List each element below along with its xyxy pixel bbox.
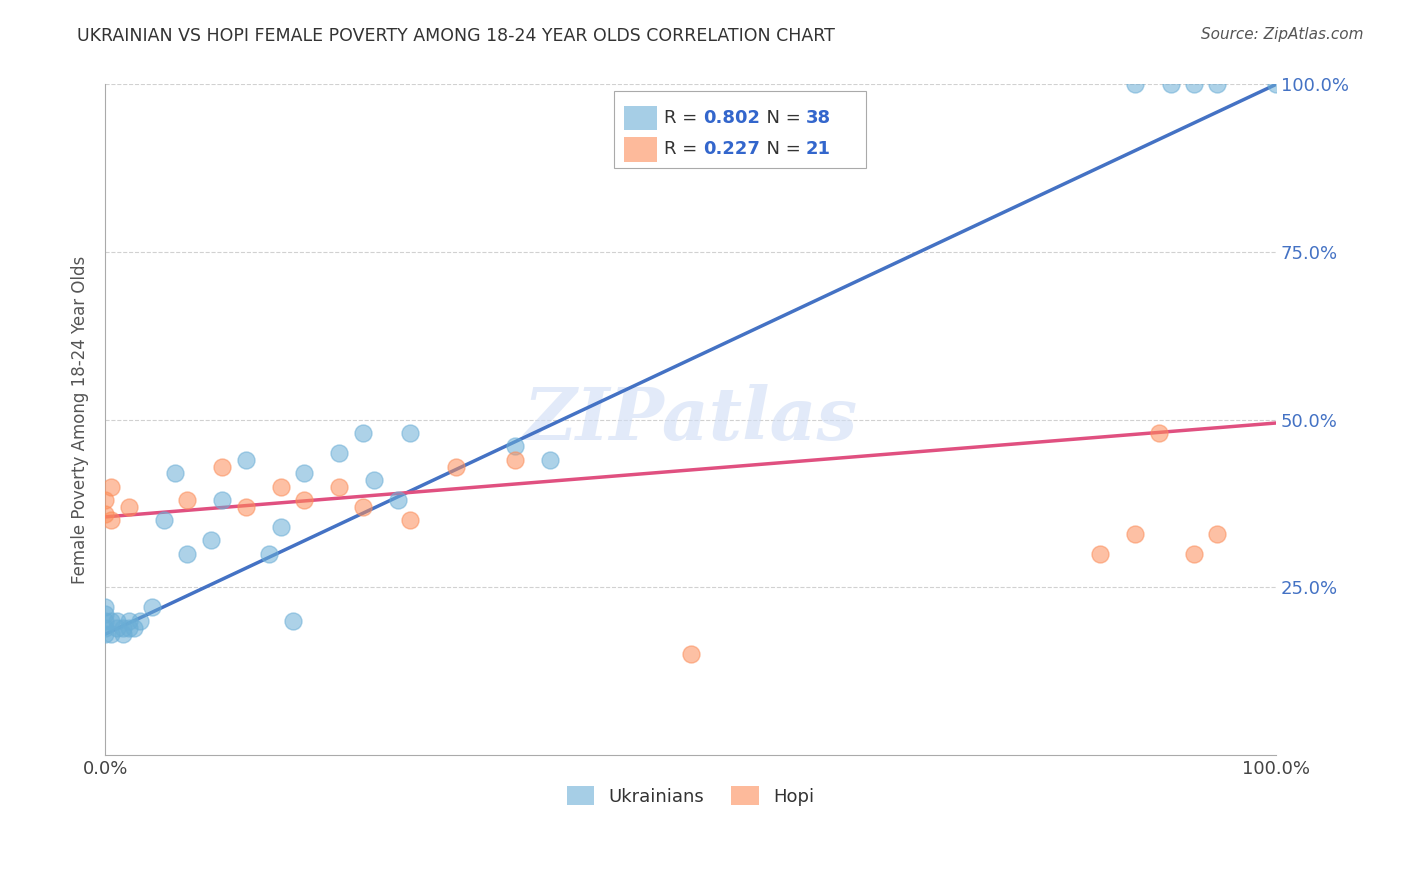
Point xyxy=(111,627,134,641)
Text: UKRAINIAN VS HOPI FEMALE POVERTY AMONG 18-24 YEAR OLDS CORRELATION CHART: UKRAINIAN VS HOPI FEMALE POVERTY AMONG 1… xyxy=(77,27,835,45)
Point xyxy=(1206,526,1229,541)
Text: N =: N = xyxy=(755,109,807,127)
Point xyxy=(1182,78,1205,92)
Text: 38: 38 xyxy=(806,109,831,127)
Point xyxy=(117,500,139,514)
Point xyxy=(503,453,526,467)
Point xyxy=(387,493,409,508)
Point xyxy=(117,614,139,628)
Point xyxy=(1265,78,1288,92)
Point xyxy=(117,620,139,634)
Point xyxy=(105,614,128,628)
Point xyxy=(129,614,152,628)
Point xyxy=(1090,547,1112,561)
Point xyxy=(176,547,198,561)
Point xyxy=(211,493,233,508)
Point xyxy=(111,620,134,634)
Point xyxy=(100,614,122,628)
Point xyxy=(152,513,174,527)
Point xyxy=(363,473,385,487)
Point xyxy=(1125,78,1147,92)
Point xyxy=(352,500,374,514)
Text: ZIPatlas: ZIPatlas xyxy=(523,384,858,455)
Point xyxy=(235,453,257,467)
Point xyxy=(281,614,304,628)
Point xyxy=(328,446,350,460)
Point xyxy=(292,493,315,508)
Point xyxy=(292,467,315,481)
Point xyxy=(94,607,117,621)
Point xyxy=(270,480,292,494)
Text: 21: 21 xyxy=(806,140,831,159)
Point xyxy=(124,620,146,634)
Point xyxy=(94,507,117,521)
Point xyxy=(270,520,292,534)
Text: R =: R = xyxy=(664,140,703,159)
Point xyxy=(503,440,526,454)
Point xyxy=(352,426,374,441)
Point xyxy=(141,600,163,615)
Point xyxy=(1125,526,1147,541)
Point xyxy=(105,620,128,634)
Text: 0.802: 0.802 xyxy=(703,109,761,127)
Point xyxy=(100,513,122,527)
Point xyxy=(200,533,222,548)
Point xyxy=(165,467,187,481)
Point xyxy=(94,614,117,628)
Point xyxy=(1160,78,1182,92)
Point xyxy=(538,453,561,467)
Point xyxy=(176,493,198,508)
Point xyxy=(679,648,702,662)
Point xyxy=(100,480,122,494)
Y-axis label: Female Poverty Among 18-24 Year Olds: Female Poverty Among 18-24 Year Olds xyxy=(72,255,89,583)
Point xyxy=(235,500,257,514)
Text: Source: ZipAtlas.com: Source: ZipAtlas.com xyxy=(1201,27,1364,42)
FancyBboxPatch shape xyxy=(624,137,657,161)
Text: R =: R = xyxy=(664,109,703,127)
Point xyxy=(1182,547,1205,561)
FancyBboxPatch shape xyxy=(624,106,657,130)
Text: 0.227: 0.227 xyxy=(703,140,761,159)
Point xyxy=(328,480,350,494)
Point xyxy=(94,627,117,641)
Point xyxy=(398,513,420,527)
Point xyxy=(1147,426,1170,441)
Point xyxy=(100,627,122,641)
Text: N =: N = xyxy=(755,140,807,159)
Point xyxy=(94,620,117,634)
Point xyxy=(1206,78,1229,92)
Point xyxy=(94,493,117,508)
Point xyxy=(446,459,468,474)
Point xyxy=(257,547,280,561)
Point xyxy=(94,600,117,615)
FancyBboxPatch shape xyxy=(614,91,866,169)
Legend: Ukrainians, Hopi: Ukrainians, Hopi xyxy=(560,779,821,813)
Point xyxy=(211,459,233,474)
Point xyxy=(398,426,420,441)
